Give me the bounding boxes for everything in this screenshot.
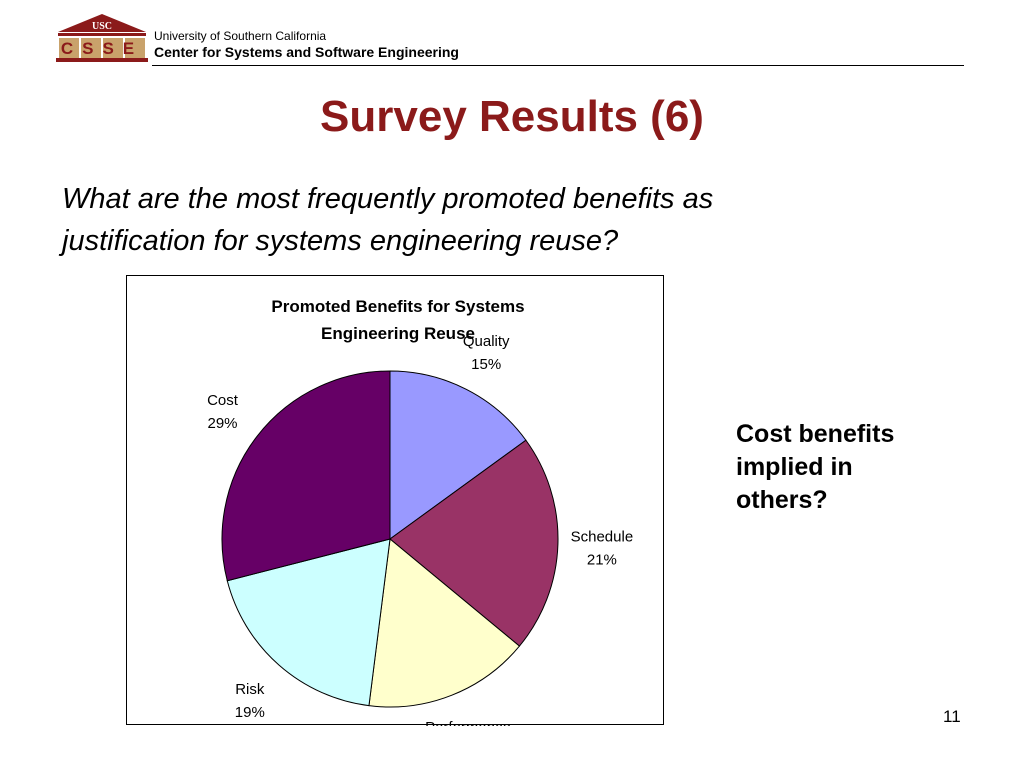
slice-label-quality: Quality <box>463 333 510 350</box>
pie-slice-schedule <box>389 439 559 647</box>
slice-value-quality: 15% <box>471 356 501 373</box>
header-text: University of Southern California Center… <box>154 29 459 60</box>
side-note-line-3: others? <box>736 486 828 514</box>
slide-title: Survey Results (6) <box>320 92 704 141</box>
side-note-line-2: implied in <box>736 453 853 481</box>
question-line-2: justification for systems engineering re… <box>62 225 619 257</box>
center-name: Center for Systems and Software Engineer… <box>154 43 459 60</box>
slice-value-risk: 19% <box>235 704 265 721</box>
logo-text: CSSE <box>61 39 143 58</box>
slice-value-cost: 29% <box>207 415 237 432</box>
university-name: University of Southern California <box>154 29 327 43</box>
pie-chart: Promoted Benefits for Systems Engineerin… <box>126 275 664 726</box>
chart-title-line-1: Promoted Benefits for Systems <box>271 297 524 316</box>
slice-label-risk: Risk <box>235 681 265 698</box>
chart-title-line-2: Engineering Reuse <box>321 324 475 343</box>
slice-label-schedule: Schedule <box>571 529 634 546</box>
pie-slice-quality <box>389 370 527 540</box>
page-number: 11 <box>943 707 961 726</box>
pie-chart-svg: Promoted Benefits for Systems Engineerin… <box>207 297 634 726</box>
question-text: What are the most frequently promoted be… <box>62 178 892 262</box>
slice-label-cost: Cost <box>207 392 239 409</box>
question-line-1: What are the most frequently promoted be… <box>62 183 714 215</box>
side-note-line-1: Cost benefits <box>736 420 895 448</box>
pie-slice-cost <box>221 370 391 582</box>
slice-label-performance: Performance <box>425 719 511 726</box>
pie-slice-performance <box>368 538 521 708</box>
slice-value-schedule: 21% <box>587 552 617 569</box>
side-note: Cost benefits implied in others? <box>736 418 966 517</box>
csse-logo: USC CSSE <box>56 14 148 62</box>
pie-slice-risk <box>226 538 391 707</box>
logo-badge: USC <box>92 21 112 32</box>
header-divider <box>152 65 964 66</box>
